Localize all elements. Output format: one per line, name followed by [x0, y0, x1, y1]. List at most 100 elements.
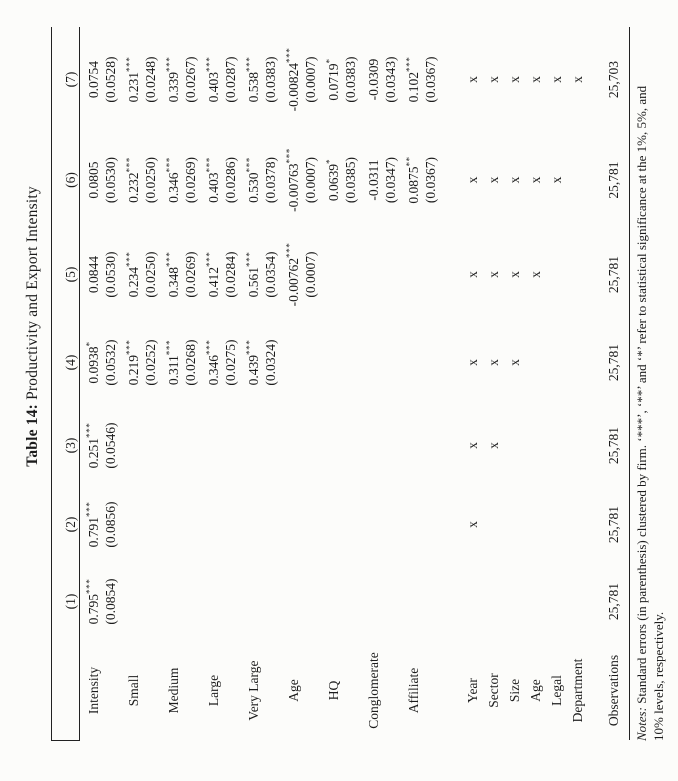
coefficient-cell — [400, 405, 422, 487]
coefficient-cell — [280, 321, 302, 405]
column-header: (4) — [63, 354, 78, 371]
coefficient-cell — [280, 405, 302, 487]
coefficient-cell — [200, 563, 222, 641]
std-error-cell — [182, 563, 200, 641]
fe-mark-cell: x — [507, 76, 522, 83]
std-error-cell: (0.0269) — [183, 156, 198, 204]
significance-stars: *** — [244, 339, 255, 355]
fe-mark-cell: x — [465, 176, 480, 184]
fe-mark-cell — [567, 405, 588, 487]
fe-mark-cell: x — [465, 442, 480, 449]
std-error-cell: (0.0367) — [423, 56, 438, 103]
empty-label — [142, 641, 160, 741]
coefficient-cell: 0.0805 — [86, 161, 101, 199]
std-error-cell: (0.0528) — [103, 56, 118, 103]
notes-label: Notes: — [634, 707, 649, 741]
observations-cell: 25,781 — [606, 582, 621, 621]
coefficient-cell — [280, 563, 302, 641]
coefficient-cell: 0.561*** — [244, 251, 262, 298]
significance-stars: *** — [404, 56, 415, 72]
fixed-effect-row: Legal x x — [546, 28, 567, 741]
fe-mark-cell — [546, 563, 567, 641]
std-error-cell: (0.0286) — [223, 156, 238, 204]
row-label: Year — [465, 678, 480, 703]
coefficient-cell: 0.0639* — [324, 158, 342, 202]
fe-mark-cell: x — [570, 76, 585, 83]
std-error-row: (0.0854) (0.0856) (0.0546) (0.0532) (0.0530)… — [102, 28, 120, 741]
coefficient-cell — [200, 487, 222, 563]
empty-label — [382, 641, 400, 741]
coefficient-cell: 0.346*** — [164, 157, 182, 203]
std-error-cell: (0.0269) — [183, 251, 198, 298]
std-error-row: (0.0007) (0.0007) (0.0007) — [302, 28, 320, 741]
fixed-effect-row: Age x x x — [525, 28, 546, 741]
coefficient-cell: 0.795*** — [84, 578, 102, 625]
std-error-cell — [142, 563, 160, 641]
coefficient-cell — [120, 405, 142, 487]
coefficient-cell — [160, 563, 182, 641]
std-error-cell — [142, 405, 160, 487]
coefficient-cell — [120, 563, 142, 641]
significance-stars: ** — [404, 156, 415, 167]
coefficient-cell: -0.00824*** — [284, 47, 302, 112]
coefficient-row: Age -0.00762*** -0.00763*** -0.00824*** — [280, 28, 302, 741]
fe-mark-cell — [504, 405, 525, 487]
spacer-cell — [440, 28, 462, 741]
significance-stars: *** — [244, 56, 255, 72]
fe-mark-cell — [546, 321, 567, 405]
fe-mark-cell — [567, 487, 588, 563]
column-header: (5) — [63, 266, 78, 283]
fe-mark-cell: x — [465, 521, 480, 528]
std-error-cell — [382, 321, 400, 405]
fe-mark-cell: x — [465, 359, 480, 366]
table-body: Intensity 0.795*** 0.791*** 0.251*** 0.0938*… — [80, 27, 630, 741]
std-error-cell — [342, 321, 360, 405]
observations-cell: 25,781 — [606, 505, 621, 544]
std-error-cell: (0.0385) — [343, 156, 358, 204]
coefficient-cell: 0.0754 — [86, 60, 101, 99]
significance-stars: *** — [84, 501, 95, 517]
row-label: Medium — [166, 667, 181, 714]
std-error-cell — [302, 563, 320, 641]
table-header: (1) (2) (3) (4) (5) (6) (7) — [51, 27, 80, 741]
row-label: Size — [507, 678, 522, 703]
fe-mark-cell: x — [486, 271, 501, 278]
fe-mark-cell — [462, 563, 483, 641]
fe-mark-cell — [525, 487, 546, 563]
observations-cell: 25,781 — [606, 161, 621, 199]
row-label: HQ — [326, 680, 341, 701]
coefficient-cell — [320, 487, 342, 563]
coefficient-cell — [360, 563, 382, 641]
std-error-cell — [342, 229, 360, 321]
std-error-row: (0.0367) (0.0367) — [422, 28, 440, 741]
row-label: Very Large — [246, 660, 261, 721]
std-error-cell: (0.0530) — [103, 156, 118, 204]
std-error-cell: (0.0007) — [303, 251, 318, 298]
std-error-cell: (0.0378) — [263, 156, 278, 204]
significance-stars: * — [84, 341, 95, 347]
row-label: Small — [126, 674, 141, 707]
coefficient-cell — [400, 321, 422, 405]
coefficient-cell — [240, 487, 262, 563]
fe-mark-cell — [504, 563, 525, 641]
std-error-cell — [302, 321, 320, 405]
fe-mark-cell: x — [486, 359, 501, 366]
row-label: Large — [206, 674, 221, 707]
coefficient-cell — [360, 487, 382, 563]
table-notes: Notes: Standard errors (in parenthesis) … — [633, 61, 667, 741]
coefficient-cell: 0.530*** — [244, 157, 262, 203]
empty-label — [182, 641, 200, 741]
fixed-effect-row: Year x x x x x x — [462, 28, 483, 741]
fe-mark-cell: x — [507, 359, 522, 366]
coefficient-cell — [160, 405, 182, 487]
std-error-cell — [422, 321, 440, 405]
coefficient-row: Intensity 0.795*** 0.791*** 0.251*** 0.0938*… — [80, 28, 103, 741]
significance-stars: *** — [164, 157, 175, 173]
coefficient-cell: -0.00762*** — [284, 242, 302, 307]
std-error-cell — [142, 487, 160, 563]
row-label: Conglomerate — [366, 652, 381, 729]
std-error-row: (0.0347) (0.0343) — [382, 28, 400, 741]
fe-mark-cell — [567, 229, 588, 321]
significance-stars: *** — [244, 251, 255, 267]
